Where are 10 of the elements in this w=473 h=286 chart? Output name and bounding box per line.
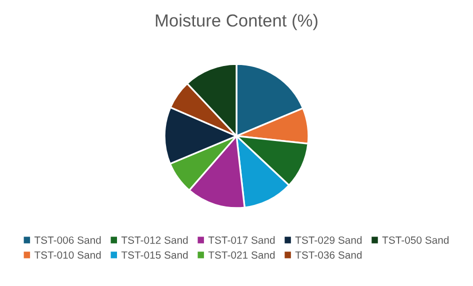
legend-label: TST-029 Sand bbox=[295, 236, 362, 244]
legend-label: TST-010 Sand bbox=[34, 251, 101, 259]
legend-label: TST-006 Sand bbox=[34, 236, 101, 244]
legend-label: TST-021 Sand bbox=[208, 251, 275, 259]
legend-label: TST-036 Sand bbox=[295, 251, 362, 259]
legend-label: TST-012 Sand bbox=[121, 236, 188, 244]
chart-title: Moisture Content (%) bbox=[156, 14, 318, 30]
legend-label: TST-050 Sand bbox=[382, 236, 449, 244]
legend-label: TST-015 Sand bbox=[121, 251, 188, 259]
legend-label: TST-017 Sand bbox=[208, 236, 275, 244]
